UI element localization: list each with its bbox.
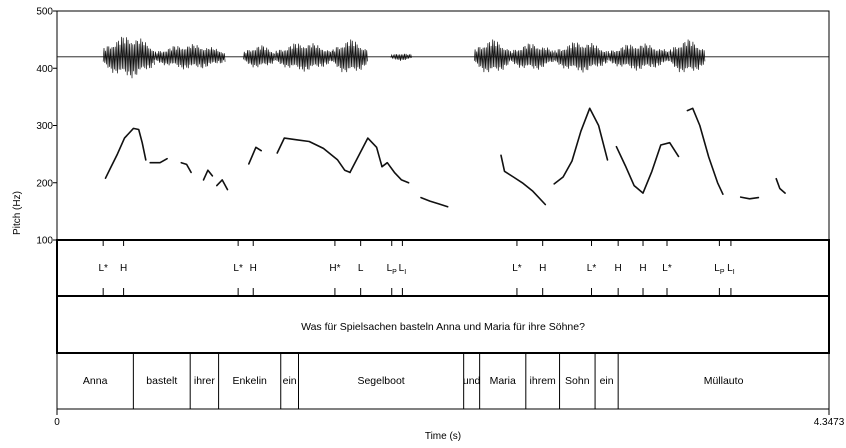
word-label: Maria: [490, 375, 516, 387]
word-label: ein: [600, 375, 614, 387]
tone-label: L: [358, 263, 364, 274]
word-label: Müllauto: [704, 375, 744, 387]
pitch-segment: [686, 107, 724, 195]
pitch-segment: [104, 127, 147, 179]
pitch-segment: [180, 161, 192, 174]
tone-label: LP: [714, 263, 725, 276]
pitch-segment: [349, 137, 383, 174]
tone-label: LI: [727, 263, 735, 276]
x-tick-label: 4.3473: [814, 417, 845, 428]
pitch-segment: [149, 157, 168, 164]
word-label: Sohn: [565, 375, 590, 387]
waveform-segment: [509, 43, 555, 70]
waveform-segment: [243, 45, 276, 68]
pitch-segment: [420, 196, 449, 208]
tone-tier-frame: [56, 239, 830, 297]
pitch-segment: [775, 177, 786, 194]
tone-label: H: [639, 263, 646, 274]
tone-label: LP: [387, 263, 398, 276]
tone-label: H: [120, 263, 127, 274]
x-axis-label: Time (s): [425, 431, 461, 442]
tone-tier: L* H L* H H* L LP LI L* H L* H H L* LP LI: [98, 240, 735, 296]
word-tier: Anna bastelt ihrer Enkelin ein Segelboot und Ma…: [83, 353, 744, 409]
sentence-label: Was für Spielsachen basteln Anna und Mar…: [301, 321, 585, 333]
y-tick-label: 500: [36, 7, 53, 18]
word-label: bastelt: [146, 375, 177, 387]
tone-label: H*: [329, 263, 340, 274]
pitch-segment: [500, 154, 547, 206]
pitch-segment: [248, 146, 262, 165]
tone-label: H: [250, 263, 257, 274]
y-axis-label: Pitch (Hz): [12, 191, 23, 235]
y-tick-label: 300: [36, 121, 53, 132]
pitch-segment: [216, 179, 229, 191]
pitch-segment: [202, 169, 214, 181]
pitch-segment: [739, 196, 760, 200]
word-tier-frame: [56, 352, 830, 410]
word-label: ein: [283, 375, 297, 387]
waveform-segment: [331, 39, 368, 73]
tone-label: LI: [399, 263, 407, 276]
y-tick-label: 200: [36, 178, 53, 189]
word-label: Enkelin: [232, 375, 267, 387]
y-tick-label: 100: [36, 236, 53, 247]
waveform-segment: [473, 39, 510, 73]
waveform-segment: [607, 43, 670, 71]
tone-label: L*: [587, 263, 597, 274]
pitch-segment: [553, 107, 609, 185]
tone-label: L*: [512, 263, 522, 274]
word-label: und: [463, 375, 481, 387]
word-label: Segelboot: [357, 375, 404, 387]
word-label: ihrem: [530, 375, 557, 387]
word-label: Anna: [83, 375, 108, 387]
tone-label: L*: [662, 263, 672, 274]
waveform-segment: [390, 53, 413, 61]
sentence-tier: Was für Spielsachen basteln Anna und Mar…: [301, 321, 585, 333]
waveform-segment: [553, 42, 608, 73]
waveform-segment: [669, 39, 706, 73]
pitch-segment: [615, 141, 680, 194]
tone-label: H: [539, 263, 546, 274]
x-tick-label: 0: [54, 417, 60, 428]
tone-label: H: [615, 263, 622, 274]
pitch-contour: [104, 107, 786, 208]
pitch-segment: [381, 161, 410, 184]
pitch-segment: [276, 137, 351, 174]
waveform-segment: [102, 36, 155, 79]
y-tick-label: 400: [36, 64, 53, 75]
waveform-segment: [275, 43, 333, 72]
waveform: [57, 36, 829, 79]
word-label: ihrer: [194, 375, 216, 387]
tone-label: L*: [233, 263, 243, 274]
tone-label: L*: [98, 263, 108, 274]
waveform-segment: [154, 44, 226, 70]
axes: 100 200 300 400 500 0 4.3473: [36, 7, 844, 429]
